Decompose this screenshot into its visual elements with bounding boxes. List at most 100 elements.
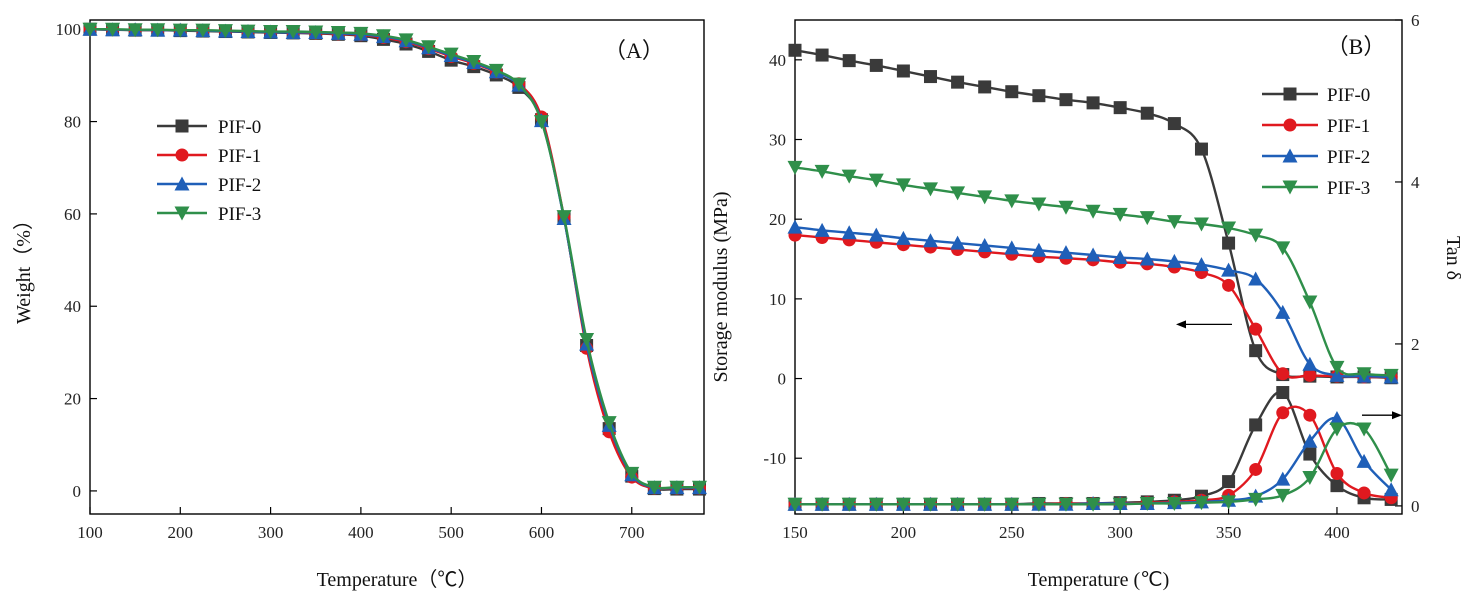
series-b-modulus-pif-0-point-2 xyxy=(842,54,856,68)
series-b-tandelta-pif-2-point-20 xyxy=(1329,410,1345,425)
series-a-pif-3-point-10 xyxy=(308,25,324,40)
legend-a-marker-0 xyxy=(175,119,189,133)
series-b-modulus-pif-1-point-19 xyxy=(1303,368,1317,382)
series-b-tandelta-pif-3-point-1 xyxy=(814,497,830,512)
series-b-modulus-pif-0-point-11 xyxy=(1086,96,1100,110)
series-b-modulus-pif-3-point-18 xyxy=(1275,241,1291,256)
x-tick-label-a-3: 400 xyxy=(348,523,374,542)
series-a-pif-3-point-17 xyxy=(466,55,482,70)
y-tick-label-a-5: 100 xyxy=(56,20,82,39)
series-b-tandelta-pif-3-point-11 xyxy=(1085,497,1101,512)
series-b-modulus-pif-1-point-18 xyxy=(1276,367,1290,381)
series-b-modulus-pif-3-point-6 xyxy=(950,186,966,201)
legend-a-label-1: PIF-1 xyxy=(218,146,261,167)
series-a-pif-3-point-1 xyxy=(105,22,121,37)
series-a-pif-3-point-11 xyxy=(330,25,346,40)
series-b-tandelta-pif-1-point-19 xyxy=(1303,408,1317,422)
series-b-modulus-pif-0-point-10 xyxy=(1059,93,1073,107)
series-b-modulus-pif-2-point-0 xyxy=(787,219,803,234)
y-tick-label-a-4: 80 xyxy=(64,113,81,132)
series-a-pif-3-point-19 xyxy=(511,77,527,92)
series-b-tandelta-pif-3-point-18 xyxy=(1275,488,1291,503)
series-b-tandelta-pif-2-point-22 xyxy=(1383,482,1399,497)
series-b-tandelta-pif-3-point-2 xyxy=(841,497,857,512)
series-b-modulus-pif-2-point-7 xyxy=(977,237,993,252)
plot-frame-a xyxy=(89,19,705,515)
series-b-tandelta-pif-3-point-13 xyxy=(1139,496,1155,511)
series-b-tandelta-pif-0-point-20 xyxy=(1330,479,1344,493)
series-b-modulus-pif-2-point-19 xyxy=(1302,356,1318,371)
legend-b-label-3: PIF-3 xyxy=(1327,178,1370,199)
series-a-pif-3-point-13 xyxy=(375,29,391,44)
series-b-tandelta-pif-3-point-4 xyxy=(895,497,911,512)
series-a-pif-3-point-25 xyxy=(646,480,662,495)
series-a-pif-3-point-0 xyxy=(82,22,98,37)
series-b-tandelta-pif-3-point-10 xyxy=(1058,497,1074,512)
series-b-modulus-pif-2-point-12 xyxy=(1112,249,1128,264)
series-b-modulus-pif-3-point-7 xyxy=(977,190,993,205)
panel-label-a: （A） xyxy=(604,38,664,63)
series-b-modulus-pif-3-point-19 xyxy=(1302,295,1318,310)
series-b-tandelta-pif-3-point-12 xyxy=(1112,497,1128,512)
legend-b-marker-1 xyxy=(1283,118,1297,132)
series-b-modulus-pif-0-point-9 xyxy=(1032,89,1046,103)
series-a-pif-3-point-18 xyxy=(488,63,504,78)
series-b-tandelta-pif-0-point-17 xyxy=(1249,418,1263,432)
series-b-modulus-pif-0-point-13 xyxy=(1140,106,1154,120)
legend-a-marker-2 xyxy=(174,176,190,191)
x-tick-label-b-5: 400 xyxy=(1324,523,1350,542)
series-b-tandelta-pif-0-point-16 xyxy=(1222,475,1236,489)
y-tick-label-b-0: -10 xyxy=(763,449,786,468)
series-a-pif-3-point-7 xyxy=(240,24,256,39)
legend-a-label-2: PIF-2 xyxy=(218,175,261,196)
series-b-modulus-pif-2-point-16 xyxy=(1221,262,1237,277)
x-tick-label-a-4: 500 xyxy=(438,523,464,542)
series-b-tandelta-pif-3-point-19 xyxy=(1302,471,1318,486)
legend-b-marker-2 xyxy=(1282,148,1298,163)
series-b-tandelta-pif-1-point-18 xyxy=(1276,406,1290,420)
series-b-modulus-pif-3-point-10 xyxy=(1058,200,1074,215)
series-b-modulus-pif-3-point-13 xyxy=(1139,211,1155,226)
series-b-modulus-pif-2-point-9 xyxy=(1031,242,1047,257)
series-b-modulus-pif-0-point-6 xyxy=(951,75,965,89)
series-b-modulus-pif-2-point-18 xyxy=(1275,304,1291,319)
series-b-modulus-pif-3-point-0 xyxy=(787,160,803,175)
series-b-tandelta-pif-1-line xyxy=(794,405,1392,506)
series-b-modulus-pif-2-point-13 xyxy=(1139,251,1155,266)
x-tick-label-b-4: 350 xyxy=(1216,523,1242,542)
series-b-tandelta-pif-3-point-3 xyxy=(868,497,884,512)
series-b-tandelta-pif-3-point-7 xyxy=(977,497,993,512)
series-b-modulus-pif-2-point-11 xyxy=(1085,247,1101,262)
legend-b-marker-3 xyxy=(1282,180,1298,195)
series-a-pif-3-point-21 xyxy=(556,210,572,225)
series-a-pif-3-point-24 xyxy=(624,466,640,481)
series-a-pif-3-point-20 xyxy=(533,115,549,130)
series-b-tandelta-pif-3-point-21 xyxy=(1356,422,1372,437)
series-b-modulus-pif-2-point-2 xyxy=(841,225,857,240)
x-tick-label-a-5: 600 xyxy=(529,523,555,542)
x-tick-label-a-1: 200 xyxy=(168,523,194,542)
series-a-pif-3-point-2 xyxy=(127,23,143,38)
series-b-modulus-pif-2-point-1 xyxy=(814,222,830,237)
series-b-tandelta-pif-3-point-22 xyxy=(1383,468,1399,483)
series-b-modulus-pif-3-point-14 xyxy=(1166,215,1182,230)
series-a-pif-3-point-6 xyxy=(217,24,233,39)
legend-b-label-1: PIF-1 xyxy=(1327,116,1370,137)
series-b-tandelta-pif-3-point-14 xyxy=(1166,496,1182,511)
y-tick-label-a-2: 40 xyxy=(64,297,81,316)
series-b-modulus-pif-3-point-4 xyxy=(895,178,911,193)
y2-tick-label-b-3: 6 xyxy=(1411,11,1420,30)
legend-b-label-2: PIF-2 xyxy=(1327,147,1370,168)
series-b-modulus-pif-2-point-14 xyxy=(1166,253,1182,268)
y2-axis-label-b: Tan δ xyxy=(1442,236,1464,280)
panel-a-tga: 100 200 300 400 500 600 700 0 20 40 60 80 100 Tempera… xyxy=(12,19,707,591)
series-b-modulus-pif-3-point-12 xyxy=(1112,207,1128,222)
series-a-pif-3-point-8 xyxy=(263,25,279,40)
series-b-modulus-pif-0-point-14 xyxy=(1167,117,1181,131)
series-b-modulus-pif-3-point-17 xyxy=(1248,228,1264,243)
series-b-modulus-pif-0-point-8 xyxy=(1005,85,1019,99)
series-b-modulus-pif-0-point-12 xyxy=(1113,101,1127,115)
series-b-modulus-pif-2-point-8 xyxy=(1004,240,1020,255)
y-tick-label-b-3: 20 xyxy=(769,210,786,229)
